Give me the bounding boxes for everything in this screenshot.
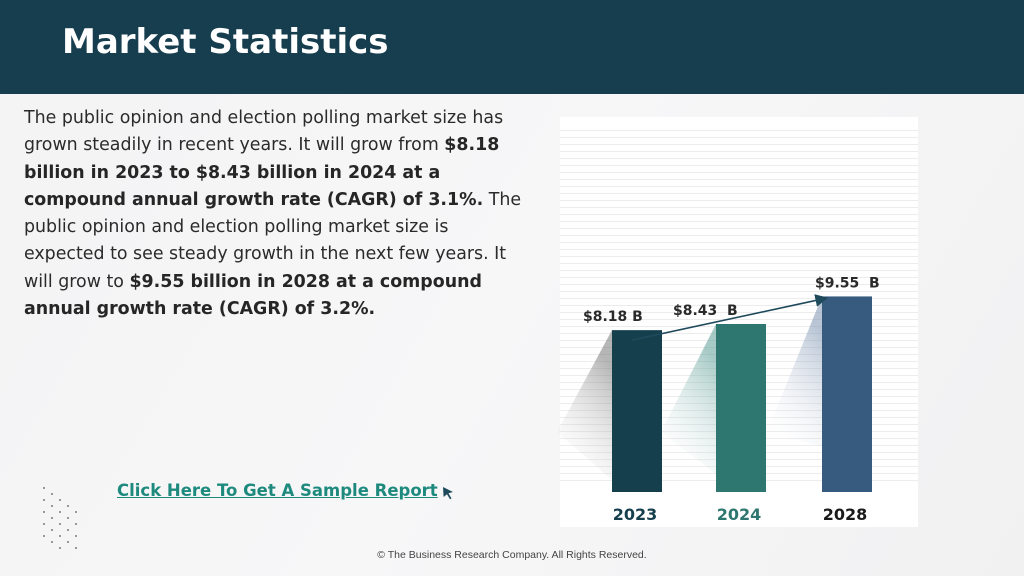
cursor-arrow-icon	[443, 487, 453, 500]
description-text-2: The public opinion and election polling …	[24, 189, 522, 292]
bar-shadow	[661, 323, 716, 474]
market-description: The public opinion and election polling …	[24, 105, 534, 323]
page-title: Market Statistics	[62, 22, 389, 62]
bar-2023	[612, 330, 662, 492]
value-label-2023: $8.18 B	[583, 309, 643, 325]
header-bar: Market Statistics	[0, 0, 1024, 94]
copyright-footer: © The Business Research Company. All Rig…	[377, 549, 647, 561]
category-label-2028: 2028	[823, 505, 868, 524]
trend-arrow	[631, 294, 829, 341]
description-highlight-1: $8.18 billion in 2023 to $8.43 billion i…	[24, 135, 500, 210]
sample-report-link[interactable]: Click Here To Get A Sample Report	[117, 481, 438, 500]
value-label-2028: $9.55 B	[815, 275, 880, 291]
bar-2024	[716, 323, 766, 492]
bar-shadow	[767, 296, 822, 447]
category-label-2024: 2024	[717, 505, 762, 524]
value-label-2024: $8.43 B	[673, 303, 738, 319]
bar-2028	[822, 296, 872, 492]
description-highlight-2: $9.55 billion in 2028 at a compound annu…	[24, 271, 482, 320]
description-text-1: The public opinion and election polling …	[24, 108, 504, 156]
dot-pattern-icon	[43, 487, 77, 549]
bar-shadow	[557, 330, 612, 481]
category-label-2023: 2023	[613, 505, 658, 524]
